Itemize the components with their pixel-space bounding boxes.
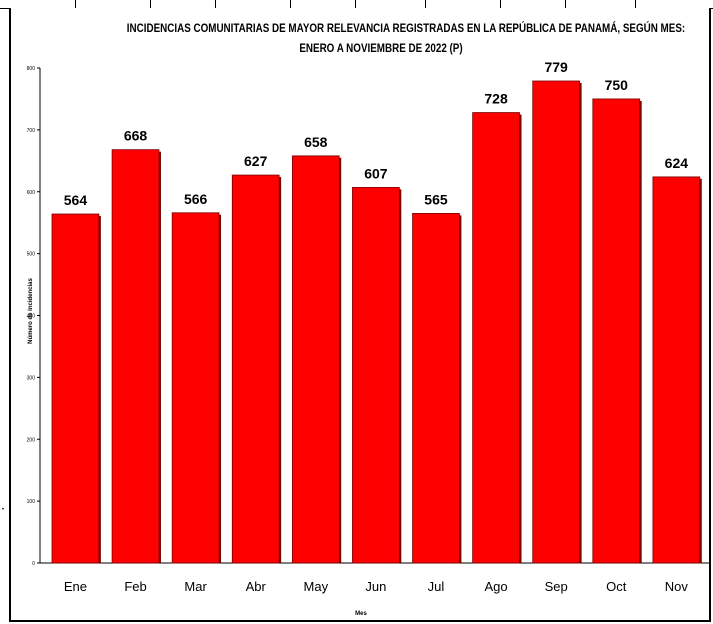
bar-value-label: 607 [364,165,388,181]
x-tick-label: May [304,579,329,594]
y-tick-label: 700 [27,128,36,134]
x-tick-label: Abr [246,579,267,594]
chart-title: INCIDENCIAS COMUNITARIAS DE MAYOR RELEVA… [126,18,686,58]
y-tick-label: 0 [32,561,35,567]
bar [412,213,460,564]
strip-divider [635,0,636,8]
y-tick-label: 500 [27,252,36,258]
strip-divider [565,0,566,8]
bar-value-label: 624 [665,155,689,171]
y-tick-label: 600 [27,190,36,196]
bar-value-label: 627 [244,153,268,169]
x-tick-label: Jul [428,579,445,594]
bar [171,212,220,564]
x-tick-label: Feb [124,579,146,594]
strip-divider [355,0,356,8]
chart-title-line-2: ENERO A NOVIEMBRE DE 2022 (P) [299,41,463,55]
bar [111,149,160,564]
strip-divider [500,0,501,8]
bar-value-label: 564 [64,192,88,208]
bar [532,80,580,564]
bar-value-label: 565 [424,191,448,207]
strip-divider [75,0,76,8]
x-tick-label: Mar [184,579,207,594]
x-tick-label: Nov [665,579,689,594]
x-axis-label: Mes [355,611,367,617]
bar [51,213,100,564]
x-tick-label: Oct [606,579,627,594]
bar [231,174,280,564]
y-tick-label: 100 [27,499,36,505]
x-tick-label: Ago [485,579,508,594]
bar-value-label: 728 [484,91,508,107]
y-tick-label: 300 [27,375,36,381]
strip-divider [425,0,426,8]
strip-divider [290,0,291,8]
strip-divider [215,0,216,8]
bar [592,98,641,564]
y-tick-label: 800 [27,66,36,72]
bar-value-label: 779 [544,59,568,75]
y-tick-label: 200 [27,437,36,443]
bar-value-label: 668 [124,128,148,144]
bar [652,176,701,564]
bar [352,187,400,564]
bar [472,112,520,564]
x-tick-label: Sep [545,579,568,594]
chart-title-line-1: INCIDENCIAS COMUNITARIAS DE MAYOR RELEVA… [126,21,686,35]
side-mark: • [2,507,5,513]
x-tick-label: Jun [365,579,386,594]
bar [291,155,340,564]
bar-value-label: 750 [605,77,629,93]
x-tick-label: Ene [64,579,87,594]
strip-divider [150,0,151,8]
bar-value-label: 566 [184,191,208,207]
bar-value-label: 658 [304,134,328,150]
y-tick-label: 400 [27,314,36,320]
